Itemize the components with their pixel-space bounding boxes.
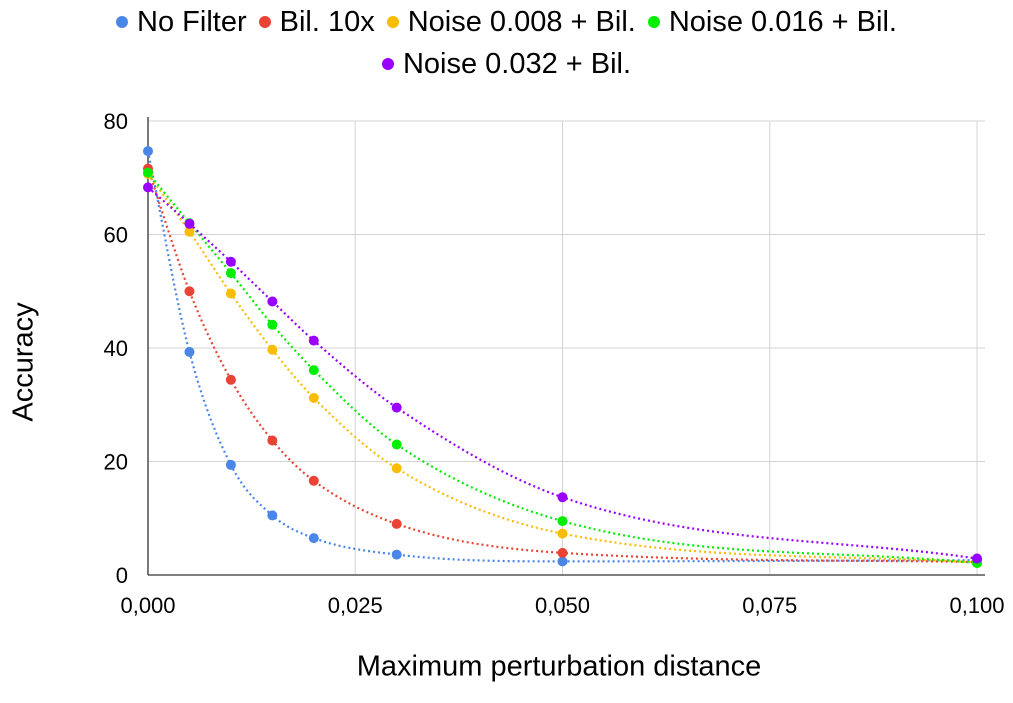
legend-label: No Filter [137, 5, 247, 38]
data-point-series-5 [972, 553, 982, 564]
x-tick-label: 0,100 [949, 593, 1004, 618]
data-point-series-3 [225, 288, 236, 299]
legend-label: Noise 0.008 + Bil. [407, 5, 636, 38]
data-point-series-5 [184, 218, 195, 229]
data-point-series-1 [267, 510, 278, 521]
data-point-series-4 [267, 319, 278, 330]
data-point-series-2 [267, 435, 278, 446]
data-point-series-3 [184, 226, 195, 237]
legend-item: No Filter [116, 6, 247, 39]
data-point-series-3 [391, 463, 402, 474]
data-point-series-3 [267, 344, 278, 355]
x-tick-label: 0,050 [535, 593, 590, 618]
data-point-series-2 [557, 547, 568, 558]
legend-item: Noise 0.032 + Bil. [381, 47, 632, 81]
data-point-series-5 [267, 296, 278, 307]
y-axis-title: Accuracy [7, 302, 40, 422]
data-point-series-4 [225, 268, 236, 279]
legend-item: Bil. 10x [258, 5, 375, 39]
data-point-series-1 [184, 346, 195, 357]
data-point-series-1 [143, 146, 153, 157]
data-point-series-2 [391, 518, 402, 529]
legend-label: Noise 0.016 + Bil. [668, 5, 897, 38]
legend-item: Noise 0.008 + Bil. [386, 5, 636, 39]
x-tick-label: 0,075 [742, 593, 797, 618]
data-point-series-4 [143, 167, 153, 178]
data-point-series-5 [225, 256, 236, 267]
data-point-series-1 [308, 533, 319, 544]
y-tick-label: 20 [104, 450, 128, 475]
data-point-series-4 [308, 365, 319, 376]
legend-marker [647, 16, 660, 28]
y-tick-label: 40 [104, 336, 128, 361]
y-tick-label: 80 [104, 109, 128, 134]
trendline-series-3 [147, 173, 978, 564]
data-point-series-2 [184, 286, 195, 297]
data-point-series-3 [557, 528, 568, 539]
legend-item: Noise 0.016 + Bil. [647, 5, 897, 39]
data-point-series-2 [225, 374, 236, 385]
legend-marker [116, 16, 129, 28]
x-axis-title: Maximum perturbation distance [356, 650, 762, 683]
data-point-series-5 [308, 335, 319, 346]
trendline-series-5 [147, 186, 978, 560]
data-point-series-5 [391, 402, 402, 413]
data-point-series-1 [225, 459, 236, 470]
data-point-series-2 [308, 475, 319, 486]
y-tick-label: 60 [104, 223, 128, 248]
trendline-series-4 [147, 171, 978, 565]
x-tick-label: 0,000 [120, 593, 175, 618]
legend-row-1: No Filter Bil. 10x Noise 0.008 + Bil. Noise… [0, 2, 1013, 42]
legend-row-2: Noise 0.032 + Bil. [0, 44, 1013, 84]
data-point-series-1 [557, 556, 568, 567]
data-point-series-4 [557, 516, 568, 527]
x-tick-label: 0,025 [328, 593, 383, 618]
legend-marker [258, 16, 271, 28]
legend-label: Noise 0.032 + Bil. [402, 47, 632, 80]
data-point-series-5 [143, 182, 153, 193]
data-point-series-3 [308, 392, 319, 403]
data-point-series-4 [391, 439, 402, 450]
y-tick-label: 0 [116, 563, 128, 588]
legend-marker [386, 16, 399, 28]
legend-label: Bil. 10x [279, 5, 375, 38]
data-point-series-1 [391, 549, 402, 560]
legend-marker [381, 58, 394, 70]
data-point-series-5 [557, 492, 568, 503]
